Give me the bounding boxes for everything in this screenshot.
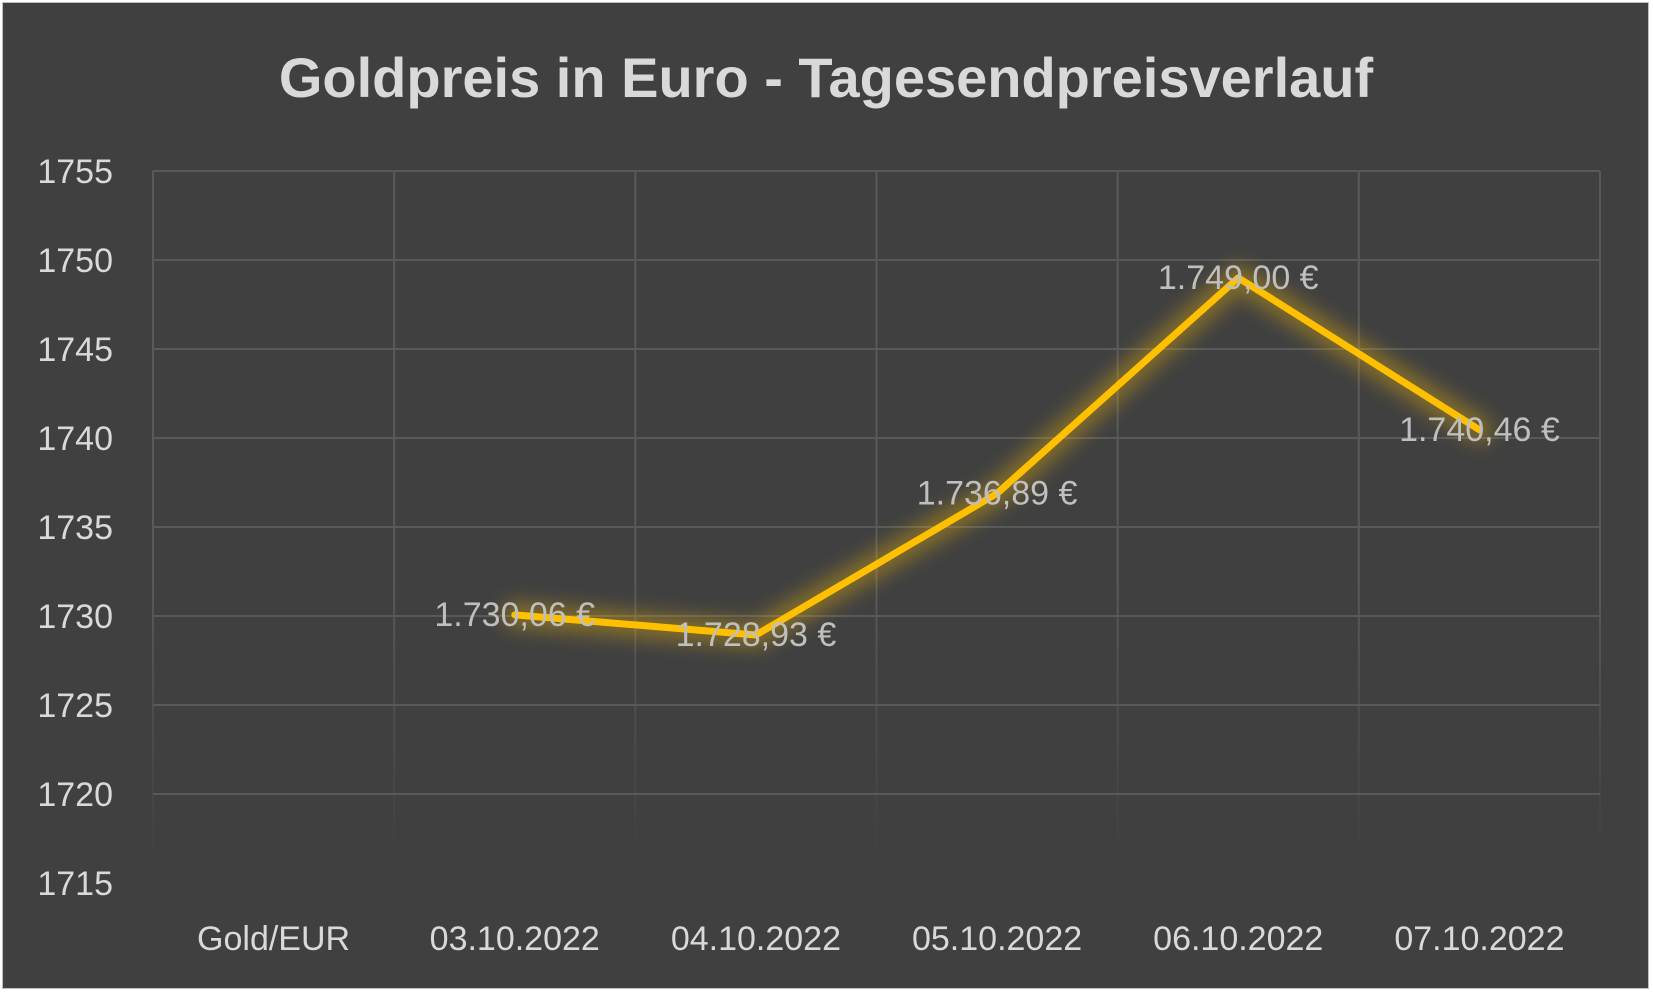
x-tick-label: 04.10.2022 [671,920,841,958]
x-tick-label: 05.10.2022 [912,920,1082,958]
y-tick-label: 1720 [37,776,113,814]
y-tick-label: 1715 [37,865,113,903]
y-tick-label: 1745 [37,331,113,369]
data-point [994,490,1001,497]
x-axis-ticks: Gold/EUR 03.10.2022 04.10.2022 05.10.2022 06… [197,920,1564,958]
data-point [1235,274,1242,281]
data-point [752,632,759,639]
data-label: 1.749,00 € [1158,259,1319,297]
y-tick-label: 1725 [37,687,113,725]
y-tick-label: 1740 [37,420,113,458]
y-tick-label: 1735 [37,509,113,547]
y-tick-label: 1730 [37,598,113,636]
series-line-glow [501,264,1493,648]
data-label: 1.740,46 € [1399,411,1560,449]
y-axis-ticks: 1715 1720 1725 1730 1735 1740 1745 1750 1755 [37,153,113,903]
x-tick-label: 06.10.2022 [1153,920,1323,958]
data-label: 1.728,93 € [676,616,837,654]
data-label: 1.736,89 € [917,474,1078,512]
y-tick-label: 1755 [37,153,113,191]
data-point [1476,426,1483,433]
data-label: 1.730,06 € [434,596,595,634]
x-tick-label: 03.10.2022 [430,920,600,958]
grid-layer [152,170,1601,883]
x-tick-label: Gold/EUR [197,920,350,958]
data-point [511,611,518,618]
series-layer [501,264,1493,648]
chart-title: Goldpreis in Euro - Tagesendpreisverlauf [279,46,1374,109]
x-tick-label: 07.10.2022 [1394,920,1564,958]
data-label-layer: 1.730,06 € 1.728,93 € 1.736,89 € 1.749,00 €… [434,259,1559,654]
y-tick-label: 1750 [37,242,113,280]
